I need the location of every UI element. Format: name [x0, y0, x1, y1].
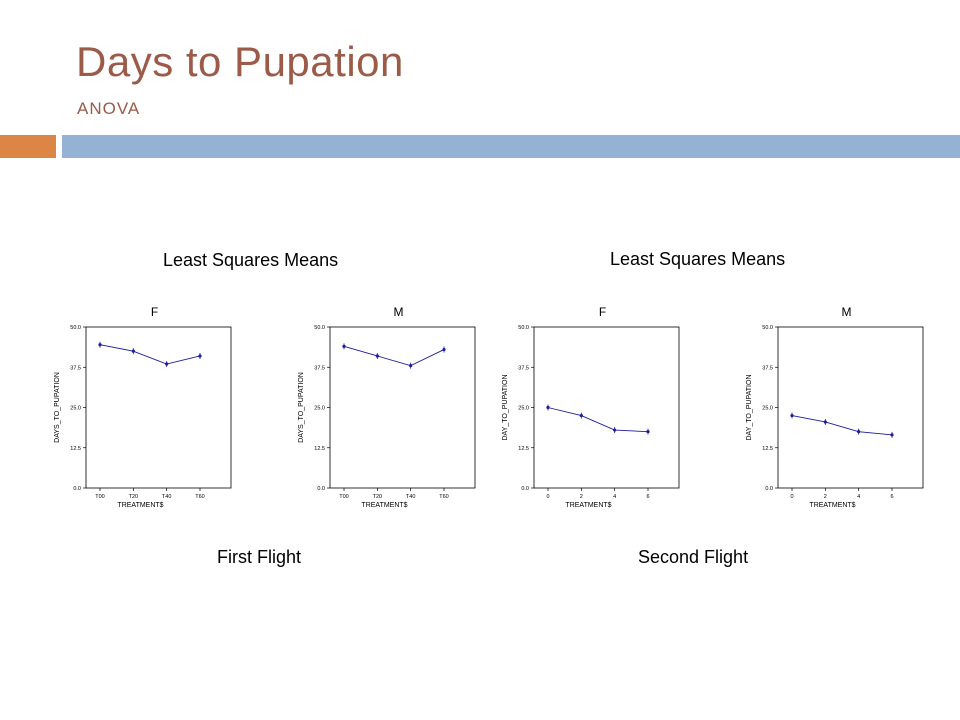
y-tick-label: 12.5 — [762, 446, 773, 452]
plot-frame — [329, 326, 476, 489]
y-tick-label: 0.0 — [317, 486, 325, 492]
caption-first-flight: First Flight — [217, 547, 302, 567]
y-axis-label: DAYS_TO_PUPATION — [54, 372, 61, 443]
x-tick-label: 6 — [646, 494, 649, 500]
y-tick-label: 25.0 — [518, 406, 529, 412]
x-tick-label: 4 — [613, 494, 616, 500]
x-tick-label: T40 — [162, 494, 171, 500]
x-tick-label: T00 — [95, 494, 104, 500]
x-tick-label: 6 — [890, 494, 893, 500]
data-point — [409, 364, 413, 368]
data-point — [890, 433, 894, 437]
data-point — [823, 420, 827, 424]
data-point — [198, 354, 202, 358]
y-tick-label: 37.5 — [518, 365, 529, 371]
chart-panel-first-f: F 0.0 12.5 25.0 37.5 50.0 DAYS_TO_PUPATION T00 T… — [54, 305, 232, 509]
y-tick-label: 50.0 — [70, 325, 81, 331]
group-title-first: Least Squares Means — [163, 250, 339, 270]
x-tick-label: T60 — [439, 494, 448, 500]
x-tick-label: T20 — [129, 494, 138, 500]
data-point — [646, 430, 650, 434]
plot-frame — [533, 326, 680, 489]
chart-panel-second-m: M 0.0 12.5 25.0 37.5 50.0 DAY_TO_PUPATION 0 2 4 6 T… — [746, 305, 924, 509]
y-tick-label: 12.5 — [314, 446, 325, 452]
x-tick-label: T00 — [339, 494, 348, 500]
x-tick-label: T60 — [195, 494, 204, 500]
y-tick-label: 37.5 — [314, 365, 325, 371]
x-tick-label: 0 — [790, 494, 793, 500]
panel-title: F — [599, 305, 606, 319]
x-tick-label: 0 — [546, 494, 549, 500]
plot-frame — [85, 326, 232, 489]
x-tick-label: T20 — [373, 494, 382, 500]
series-line — [791, 415, 893, 436]
series-line — [343, 345, 445, 367]
y-axis-label: DAY_TO_PUPATION — [502, 375, 509, 441]
caption-second-flight: Second Flight — [638, 547, 749, 567]
accent-bar-orange — [0, 135, 56, 158]
y-axis-label: DAYS_TO_PUPATION — [298, 372, 305, 443]
data-point — [857, 430, 861, 434]
accent-bar-blue — [62, 135, 960, 158]
data-point — [375, 354, 379, 358]
data-point — [342, 344, 346, 348]
slide-title: Days to Pupation — [76, 38, 404, 85]
x-axis-label: TREATMENT$ — [565, 502, 611, 509]
data-point — [579, 413, 583, 418]
x-tick-label: 4 — [857, 494, 860, 500]
y-tick-label: 0.0 — [765, 486, 773, 492]
series-line — [99, 344, 201, 365]
series-line — [547, 407, 649, 433]
y-tick-label: 25.0 — [762, 406, 773, 412]
x-tick-label: 2 — [824, 494, 827, 500]
panel-title: F — [151, 305, 158, 319]
slide-subtitle: ANOVA — [77, 99, 141, 118]
x-axis-label: TREATMENT$ — [809, 502, 855, 509]
data-point — [442, 347, 446, 352]
data-point — [613, 428, 617, 432]
plot-frame — [777, 326, 924, 489]
group-title-second: Least Squares Means — [610, 249, 786, 269]
y-tick-label: 12.5 — [70, 446, 81, 452]
y-tick-label: 37.5 — [70, 365, 81, 371]
y-axis-label: DAY_TO_PUPATION — [746, 375, 753, 441]
x-axis-label: TREATMENT$ — [361, 502, 407, 509]
x-axis-label: TREATMENT$ — [117, 502, 163, 509]
data-point — [546, 405, 550, 410]
chart-panel-first-m: M 0.0 12.5 25.0 37.5 50.0 DAYS_TO_PUPATION T00 T… — [298, 305, 476, 509]
y-tick-label: 0.0 — [521, 486, 529, 492]
panel-title: M — [394, 305, 404, 319]
y-tick-label: 12.5 — [518, 446, 529, 452]
chart-panel-second-f: F 0.0 12.5 25.0 37.5 50.0 DAY_TO_PUPATION 0 2 4 6 T… — [502, 305, 680, 509]
y-tick-label: 50.0 — [314, 325, 325, 331]
x-tick-label: T40 — [406, 494, 415, 500]
y-tick-label: 37.5 — [762, 365, 773, 371]
data-point — [98, 343, 102, 347]
x-tick-label: 2 — [580, 494, 583, 500]
y-tick-label: 25.0 — [314, 406, 325, 412]
data-point — [165, 362, 169, 366]
y-tick-label: 0.0 — [73, 486, 81, 492]
y-tick-label: 25.0 — [70, 406, 81, 412]
y-tick-label: 50.0 — [762, 325, 773, 331]
y-tick-label: 50.0 — [518, 325, 529, 331]
panel-title: M — [842, 305, 852, 319]
data-point — [131, 349, 135, 353]
data-point — [790, 413, 794, 418]
